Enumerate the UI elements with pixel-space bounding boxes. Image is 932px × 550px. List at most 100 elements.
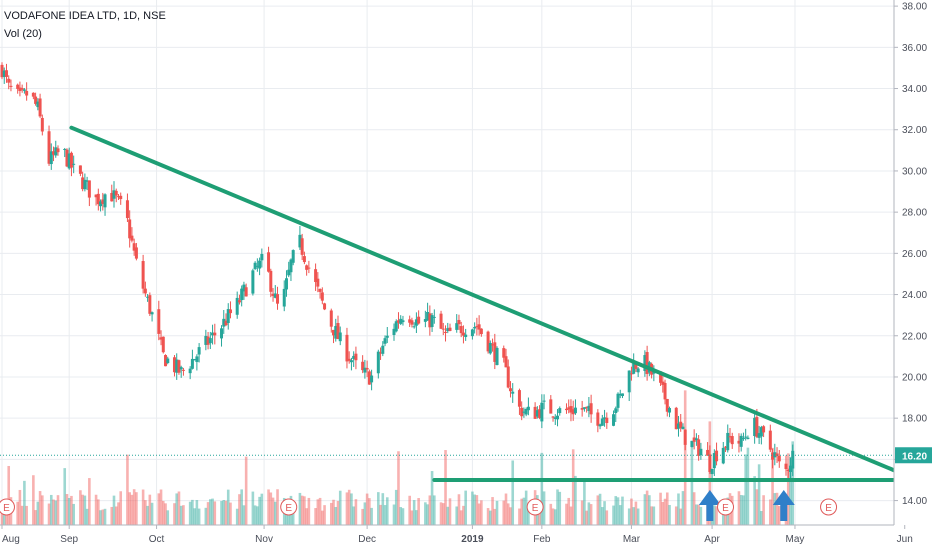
candle-body [558,408,562,414]
candle-body [271,293,275,296]
volume-bar [379,504,382,525]
price-tick-label: 26.00 [902,249,927,260]
volume-bar [318,497,322,525]
candle-body [164,355,168,367]
volume-bar [269,492,273,525]
volume-bar [179,505,183,525]
candle-body [746,437,750,439]
candle-body [141,261,145,289]
candle-body [94,194,98,198]
candle-body [67,153,71,169]
volume-bar [47,503,51,525]
candle-body [768,430,772,450]
candle-body [663,382,667,400]
candle-body [179,367,183,370]
candle-body [757,433,761,438]
trendline [69,125,930,487]
volume-bar [314,508,317,525]
candle-body [596,412,600,426]
volume-bar [267,489,270,525]
candle-body [7,78,11,83]
volume-bar [244,456,248,525]
up-arrow-icon [772,490,795,521]
earnings-label: E [3,503,10,514]
candle-body [157,309,161,334]
candle-body [110,192,114,202]
candle-body [349,360,353,363]
candle-body [506,366,510,388]
volume-bar [522,497,526,525]
candle-body [211,332,215,336]
candle-body [741,438,745,440]
volume-bar [502,500,506,525]
volume-bar [683,390,687,525]
candle-body [320,292,324,301]
earnings-circle [820,498,838,516]
candle-body [618,393,622,396]
candle-body [289,259,293,273]
price-axis [894,0,932,525]
volume-bar [52,499,55,525]
volume-bar [446,506,450,525]
volume-bar [674,506,678,525]
candle-body [408,319,412,323]
candle-body [361,361,365,371]
volume-bar [433,495,436,525]
volume-bar [473,494,476,525]
candle-body [338,332,342,342]
volume-bar [117,502,120,525]
candle-body [193,358,197,361]
volume-bar [204,507,208,525]
candle-body [706,449,710,456]
volume-bar [504,493,508,525]
volume-bar [417,498,420,525]
volume-bar [235,508,239,525]
volume-bar [679,508,683,525]
candle-body [146,296,150,298]
volume-bar [220,501,223,525]
volume-bar [188,501,192,525]
volume-bar [464,490,467,525]
candle-body [461,332,465,336]
last-price-badge [895,447,932,464]
volume-bar [746,447,750,525]
volume-bar [271,497,275,525]
price-tick-label: 32.00 [902,125,927,136]
candle-body [439,313,443,329]
candle-body [737,440,741,444]
candle-body [363,367,367,373]
volume-bar [771,447,774,525]
candle-body [426,311,430,321]
volume-bar [307,497,311,525]
candle-body [242,284,246,292]
time-tick-label: Mar [623,534,641,545]
candle-body [488,342,492,354]
volume-bar [148,494,152,525]
candle-body [253,262,257,269]
volume-bar [368,498,371,525]
volume-bar [126,454,129,525]
candle-body [694,438,698,441]
volume-bar [191,499,194,525]
candle-body [520,407,524,417]
volume-indicator-label: Vol (20) [4,28,42,40]
candle-body [585,406,589,408]
volume-bar [455,506,459,525]
candle-body [627,370,631,393]
candle-body [533,406,537,419]
volume-bar [744,454,747,525]
earnings-marker: E [717,498,735,516]
volume-bar [661,501,665,525]
volume-bar [518,508,521,525]
time-tick-label: 2019 [461,534,484,545]
volume-bar [323,505,326,525]
candle-body [298,234,302,248]
volume-bar [493,508,497,525]
candle-body [457,319,461,325]
volume-bar [605,510,609,525]
volume-bar [101,509,105,525]
candle-body [112,190,116,199]
candle-body [134,247,138,259]
volume-bar [114,506,118,525]
